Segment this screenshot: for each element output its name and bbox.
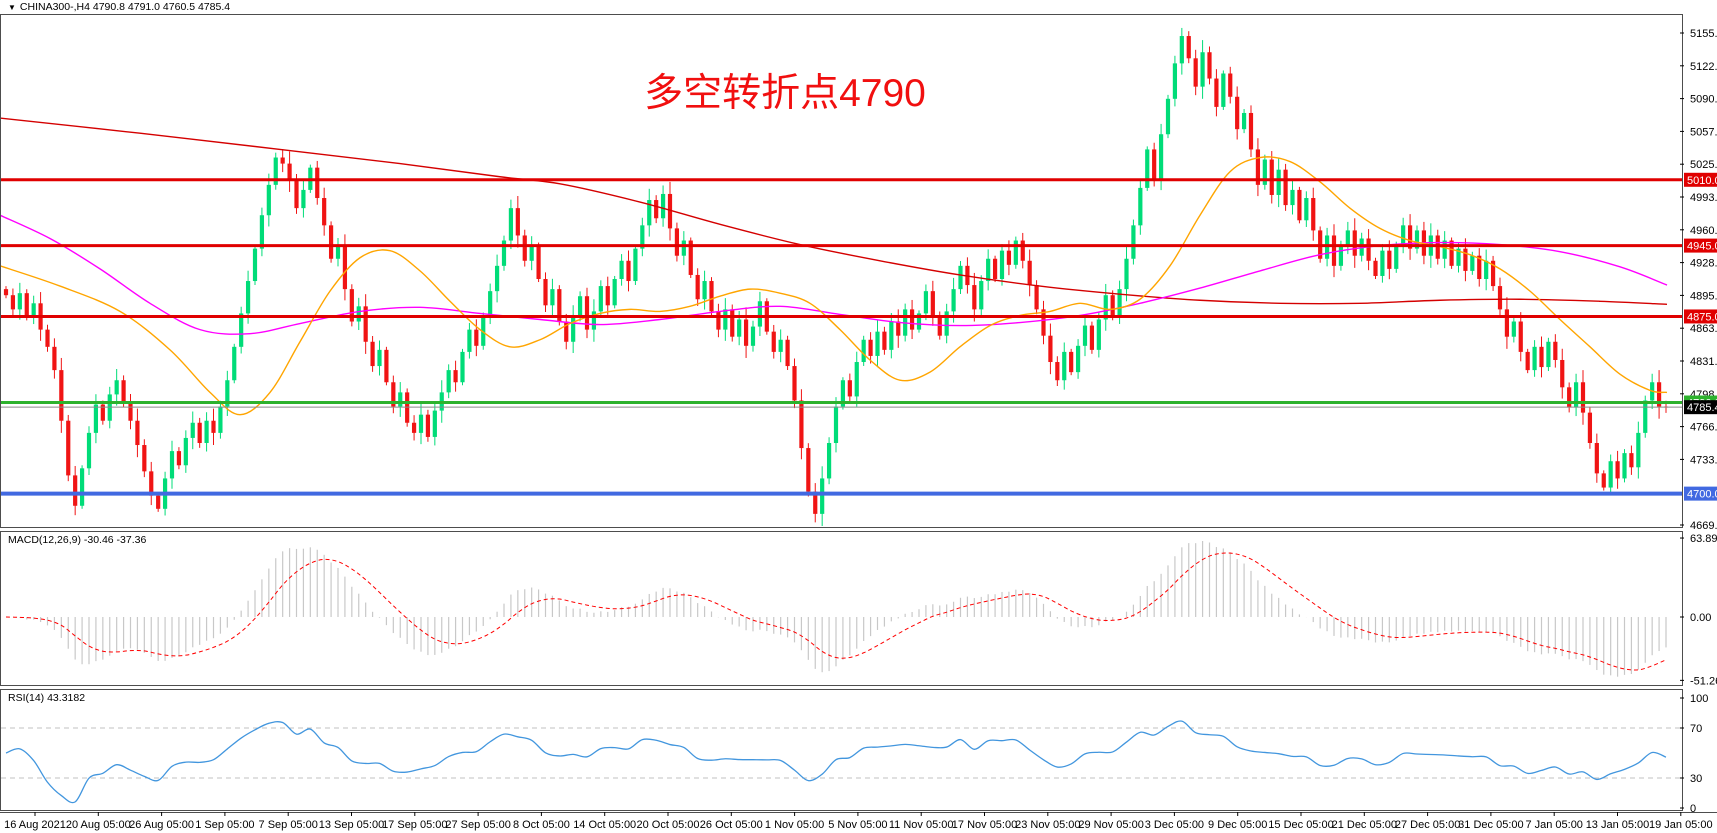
svg-text:4960.6: 4960.6 xyxy=(1690,225,1717,237)
svg-text:21 Dec 05:00: 21 Dec 05:00 xyxy=(1332,819,1397,831)
time-axis[interactable] xyxy=(0,812,1717,833)
rsi-panel-frame xyxy=(0,689,1683,811)
svg-text:5025.4: 5025.4 xyxy=(1690,159,1717,171)
macd-signal-line xyxy=(5,552,1667,671)
svg-text:13 Sep 05:00: 13 Sep 05:00 xyxy=(319,819,384,831)
svg-text:16 Aug 2021: 16 Aug 2021 xyxy=(4,819,66,831)
svg-text:4785.4: 4785.4 xyxy=(1687,402,1717,414)
svg-text:4993.0: 4993.0 xyxy=(1690,192,1717,204)
symbol-info: ▼ CHINA300-,H4 4790.8 4791.0 4760.5 4785.… xyxy=(8,1,230,13)
macd-panel-frame xyxy=(0,531,1683,686)
svg-text:100: 100 xyxy=(1690,693,1708,705)
svg-text:5090.2: 5090.2 xyxy=(1690,94,1717,106)
svg-text:15 Dec 05:00: 15 Dec 05:00 xyxy=(1268,819,1333,831)
macd-indicator-label: MACD(12,26,9) -30.46 -37.36 xyxy=(8,534,147,546)
svg-text:4766.2: 4766.2 xyxy=(1690,422,1717,434)
svg-text:9 Dec 05:00: 9 Dec 05:00 xyxy=(1208,819,1267,831)
svg-text:30: 30 xyxy=(1690,773,1702,785)
svg-text:0.00: 0.00 xyxy=(1690,612,1711,624)
price-axis[interactable] xyxy=(1683,14,1717,811)
svg-text:4669.0: 4669.0 xyxy=(1690,520,1717,532)
svg-text:23 Nov 05:00: 23 Nov 05:00 xyxy=(1015,819,1080,831)
rsi-line xyxy=(5,720,1667,804)
ma-fast-orange xyxy=(1,156,1668,416)
svg-text:4945.0: 4945.0 xyxy=(1687,241,1717,253)
svg-text:4875.0: 4875.0 xyxy=(1687,311,1717,323)
macd-panel[interactable] xyxy=(0,531,1683,686)
horizontal-levels: 5010.04945.04875.04790.04785.44700.0 xyxy=(1,172,1717,501)
chart-annotation: 多空转折点4790 xyxy=(644,72,926,115)
macd-axis: 63.89 0.00 -51.26 xyxy=(1680,533,1717,687)
candlesticks xyxy=(3,27,1669,527)
rsi-indicator-label: RSI(14) 43.3182 xyxy=(8,692,86,704)
svg-text:14 Oct 05:00: 14 Oct 05:00 xyxy=(573,819,636,831)
svg-text:7 Jan 05:00: 7 Jan 05:00 xyxy=(1525,819,1583,831)
svg-text:27 Dec 05:00: 27 Dec 05:00 xyxy=(1395,819,1460,831)
svg-text:70: 70 xyxy=(1690,723,1702,735)
svg-text:5010.0: 5010.0 xyxy=(1687,175,1717,187)
svg-text:5057.8: 5057.8 xyxy=(1690,126,1717,138)
svg-text:8 Oct 05:00: 8 Oct 05:00 xyxy=(513,819,570,831)
svg-text:1 Nov 05:00: 1 Nov 05:00 xyxy=(765,819,824,831)
svg-text:7 Sep 05:00: 7 Sep 05:00 xyxy=(259,819,318,831)
svg-text:1 Sep 05:00: 1 Sep 05:00 xyxy=(195,819,254,831)
svg-text:4928.2: 4928.2 xyxy=(1690,258,1717,270)
svg-text:17 Nov 05:00: 17 Nov 05:00 xyxy=(952,819,1017,831)
svg-text:4733.8: 4733.8 xyxy=(1690,454,1717,466)
svg-text:29 Nov 05:00: 29 Nov 05:00 xyxy=(1078,819,1143,831)
svg-text:5 Nov 05:00: 5 Nov 05:00 xyxy=(828,819,887,831)
svg-text:4831.0: 4831.0 xyxy=(1690,356,1717,368)
svg-text:5155.0: 5155.0 xyxy=(1690,28,1717,40)
svg-text:27 Sep 05:00: 27 Sep 05:00 xyxy=(445,819,510,831)
svg-text:26 Oct 05:00: 26 Oct 05:00 xyxy=(700,819,763,831)
main-panel-frame xyxy=(0,14,1683,528)
svg-text:5122.6: 5122.6 xyxy=(1690,61,1717,73)
svg-text:20 Aug 05:00: 20 Aug 05:00 xyxy=(66,819,131,831)
svg-text:4863.4: 4863.4 xyxy=(1690,323,1717,335)
svg-text:3 Dec 05:00: 3 Dec 05:00 xyxy=(1145,819,1204,831)
symbol-ohlc-text: CHINA300-,H4 4790.8 4791.0 4760.5 4785.4 xyxy=(19,1,231,13)
svg-text:19 Jan 05:00: 19 Jan 05:00 xyxy=(1649,819,1713,831)
chevron-down-icon: ▼ xyxy=(8,3,16,12)
rsi-axis: 100 70 30 0 xyxy=(1680,693,1708,815)
svg-text:0: 0 xyxy=(1690,803,1696,815)
svg-text:11 Nov 05:00: 11 Nov 05:00 xyxy=(889,819,954,831)
svg-text:31 Dec 05:00: 31 Dec 05:00 xyxy=(1458,819,1523,831)
svg-text:4895.8: 4895.8 xyxy=(1690,290,1717,302)
svg-text:-51.26: -51.26 xyxy=(1690,675,1717,687)
ma-slow-red xyxy=(1,117,1668,306)
rsi-panel[interactable] xyxy=(0,689,1683,811)
svg-text:4700.0: 4700.0 xyxy=(1687,489,1717,501)
macd-histogram xyxy=(19,541,1667,677)
svg-text:20 Oct 05:00: 20 Oct 05:00 xyxy=(637,819,700,831)
svg-text:13 Jan 05:00: 13 Jan 05:00 xyxy=(1586,819,1650,831)
svg-text:17 Sep 05:00: 17 Sep 05:00 xyxy=(382,819,447,831)
svg-text:26 Aug 05:00: 26 Aug 05:00 xyxy=(129,819,194,831)
svg-text:63.89: 63.89 xyxy=(1690,533,1717,545)
